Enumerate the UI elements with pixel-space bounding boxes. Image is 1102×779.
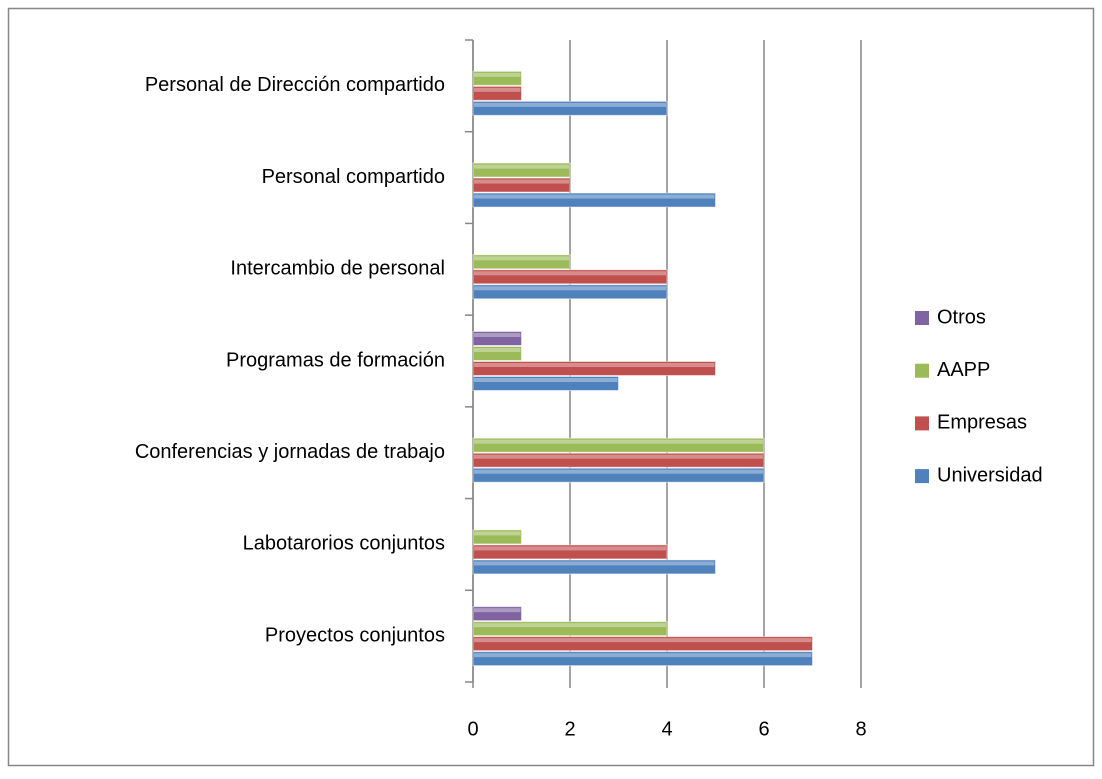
bar [472, 331, 522, 346]
bar [472, 606, 522, 622]
bar [472, 85, 522, 101]
bar-highlight [474, 102, 666, 107]
bar [472, 452, 765, 468]
bar-highlight [474, 546, 666, 551]
bar-highlight [474, 286, 666, 291]
legend-swatch [915, 363, 929, 378]
bar [472, 467, 765, 483]
bar [472, 376, 619, 391]
y-tick-label: Intercambio de personal [230, 258, 445, 280]
bar-highlight [474, 439, 763, 444]
y-tick-label: Labotarorios conjuntos [243, 533, 445, 555]
x-tick-label: 2 [564, 718, 575, 740]
bar-highlight [474, 378, 618, 382]
bar [472, 529, 522, 545]
bar [472, 636, 813, 652]
bar [472, 100, 668, 116]
bar-highlight [474, 72, 521, 77]
bar-highlight [474, 333, 521, 337]
x-tick-label: 0 [467, 718, 478, 740]
bar [472, 177, 571, 193]
bar [472, 651, 813, 667]
bar [472, 559, 716, 575]
bar-highlight [474, 256, 569, 261]
legend-swatch [915, 416, 929, 431]
bar [472, 162, 571, 178]
bar [472, 621, 668, 637]
bar-highlight [474, 608, 521, 613]
bar [472, 361, 716, 376]
bar [472, 269, 668, 285]
legend-label: Universidad [937, 464, 1043, 486]
bar [472, 437, 765, 453]
bar-highlight [474, 623, 666, 628]
bar-highlight [474, 363, 715, 367]
legend-label: Empresas [937, 412, 1027, 434]
bar-highlight [474, 194, 715, 199]
x-tick-label: 8 [855, 718, 866, 740]
legend-label: Otros [937, 306, 986, 328]
bar-highlight [474, 348, 521, 352]
y-tick-label: Personal de Dirección compartido [145, 74, 445, 96]
bar [472, 544, 668, 560]
bar-highlight [474, 638, 812, 643]
y-tick-label: Programas de formación [226, 349, 445, 371]
bar-highlight [474, 454, 763, 459]
y-tick-label: Proyectos conjuntos [265, 624, 445, 646]
bar-highlight [474, 469, 763, 474]
bar [472, 254, 571, 270]
bar [472, 284, 668, 300]
bar-highlight [474, 87, 521, 92]
legend-swatch [915, 469, 929, 484]
x-tick-label: 4 [661, 718, 672, 740]
bar-highlight [474, 164, 569, 169]
bar-highlight [474, 179, 569, 184]
bar [472, 192, 716, 208]
x-tick-label: 6 [758, 718, 769, 740]
y-tick-label: Conferencias y jornadas de trabajo [135, 441, 445, 463]
legend-swatch [915, 311, 929, 325]
bar-highlight [474, 561, 715, 566]
bar [472, 70, 522, 86]
bar-highlight [474, 271, 666, 276]
bar [472, 346, 522, 361]
legend-label: AAPP [937, 359, 990, 381]
bar-highlight [474, 653, 812, 658]
y-tick-label: Personal compartido [262, 166, 445, 188]
bar-highlight [474, 531, 521, 536]
